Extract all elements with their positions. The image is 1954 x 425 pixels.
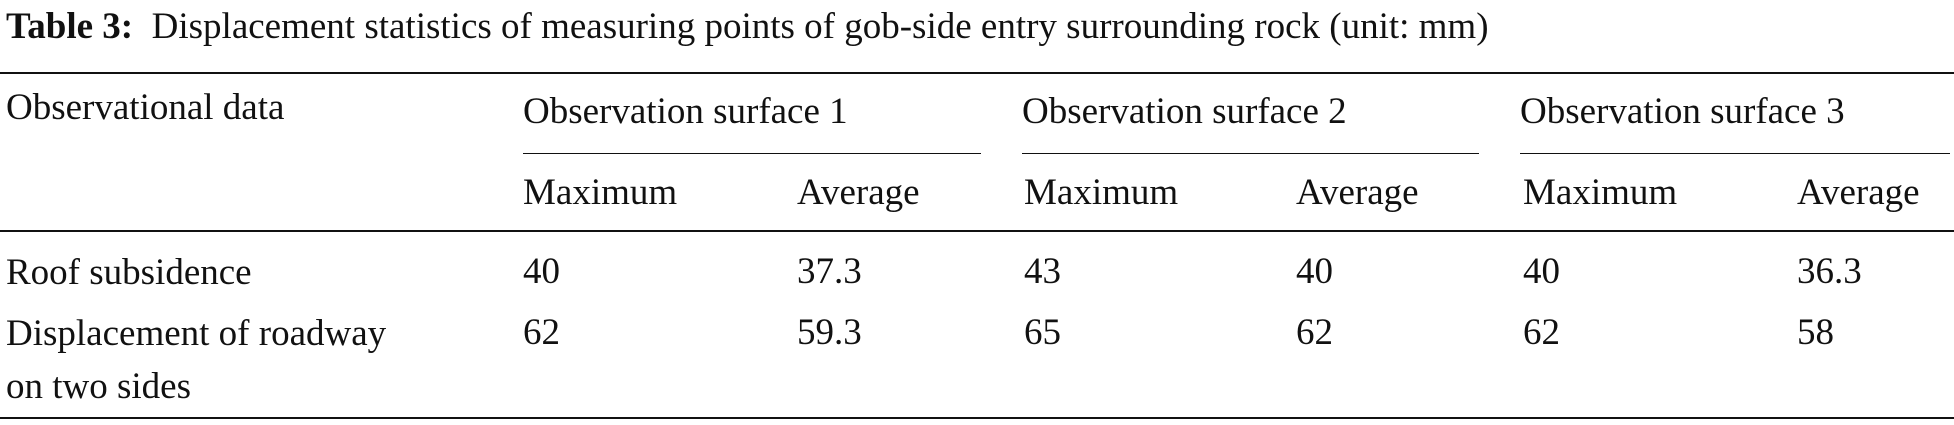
caption: Table 3: Displacement statistics of meas… <box>6 5 1489 49</box>
cell: 62 <box>1523 312 1560 353</box>
group-header: Observation surface 2 <box>1022 91 1347 132</box>
cell: 62 <box>1296 312 1333 353</box>
group-rule <box>523 153 981 154</box>
group-header: Observation surface 3 <box>1520 91 1845 132</box>
sub-header: Average <box>1296 172 1419 213</box>
cell: 58 <box>1797 312 1834 353</box>
group-rule <box>1520 153 1950 154</box>
bottom-rule <box>0 417 1954 419</box>
cell: 43 <box>1024 251 1061 292</box>
caption-label: Table 3: <box>6 6 134 47</box>
cell: 59.3 <box>797 312 862 353</box>
cell: 40 <box>1296 251 1333 292</box>
sub-header: Maximum <box>1024 172 1179 213</box>
cell: 40 <box>523 251 560 292</box>
top-rule <box>0 72 1954 74</box>
sub-header: Maximum <box>1523 172 1678 213</box>
row-label: Displacement of roadway on two sides <box>6 313 387 407</box>
cell: 65 <box>1024 312 1061 353</box>
row-label: Roof subsidence <box>6 252 252 293</box>
sub-header: Maximum <box>523 172 678 213</box>
group-rule <box>1022 153 1479 154</box>
group-header: Observation surface 1 <box>523 91 848 132</box>
sub-header: Average <box>1797 172 1920 213</box>
corner-header: Observational data <box>6 87 285 128</box>
cell: 36.3 <box>1797 251 1862 292</box>
sub-header: Average <box>797 172 920 213</box>
cell: 40 <box>1523 251 1560 292</box>
cell: 62 <box>523 312 560 353</box>
cell: 37.3 <box>797 251 862 292</box>
caption-text: Displacement statistics of measuring poi… <box>151 6 1489 47</box>
header-rule <box>0 230 1954 232</box>
